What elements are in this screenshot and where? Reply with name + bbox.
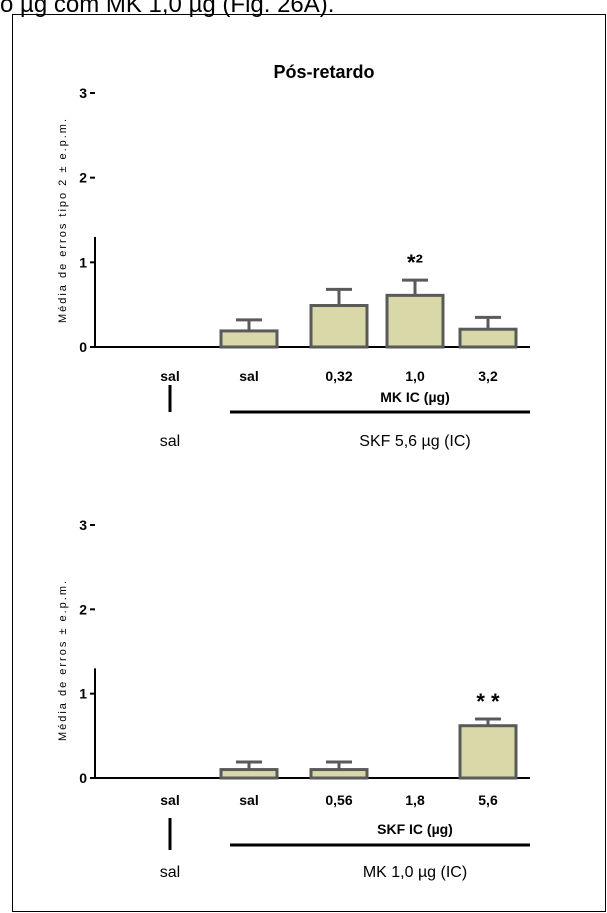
y-tick-label: 3 bbox=[79, 85, 87, 101]
page-heading-text: o µg com MK 1,0 µg (Fig. 26A). bbox=[0, 0, 335, 18]
x-tick-label: 1,0 bbox=[405, 368, 425, 384]
bar bbox=[219, 329, 279, 349]
y-tick-label: 3 bbox=[79, 517, 87, 533]
x-tick-label: sal bbox=[239, 792, 258, 808]
y-tick-label: 0 bbox=[79, 770, 87, 786]
x-tick-label: 1,8 bbox=[405, 792, 425, 808]
y-axis-label: Média de erros ± e.p.m. bbox=[57, 579, 69, 741]
x-tick-label: sal bbox=[239, 368, 258, 384]
bar bbox=[309, 304, 369, 349]
control-treatment-label: sal bbox=[160, 864, 180, 881]
x-tick-label: 5,6 bbox=[478, 792, 498, 808]
y-tick-label: 1 bbox=[79, 686, 87, 702]
control-treatment-label: sal bbox=[160, 433, 180, 450]
significance-marker: *² bbox=[407, 250, 423, 275]
chart-title: Pós-retardo bbox=[273, 62, 374, 82]
bar bbox=[458, 327, 518, 349]
y-tick-label: 2 bbox=[79, 170, 87, 186]
bar bbox=[309, 768, 369, 780]
x-tick-label: 3,2 bbox=[478, 368, 498, 384]
bar bbox=[458, 724, 518, 780]
x-tick-label: 0,32 bbox=[325, 368, 352, 384]
treated-treatment-label: SKF 5,6 µg (IC) bbox=[359, 433, 470, 450]
y-tick-label: 2 bbox=[79, 601, 87, 617]
figure-frame bbox=[12, 14, 606, 912]
x-tick-label: sal bbox=[160, 792, 179, 808]
y-tick-label: 0 bbox=[79, 339, 87, 355]
y-axis-label: Média de erros tipo 2 ± e.p.m. bbox=[57, 117, 69, 323]
significance-marker: * * bbox=[476, 689, 500, 714]
group-label: MK IC (µg) bbox=[380, 389, 450, 405]
x-tick-label: 0,56 bbox=[325, 792, 352, 808]
y-tick-label: 1 bbox=[79, 254, 87, 270]
bar bbox=[219, 768, 279, 780]
bar bbox=[385, 293, 445, 349]
treated-treatment-label: MK 1,0 µg (IC) bbox=[363, 864, 467, 881]
group-label: SKF IC (µg) bbox=[377, 821, 453, 837]
x-tick-label: sal bbox=[160, 368, 179, 384]
